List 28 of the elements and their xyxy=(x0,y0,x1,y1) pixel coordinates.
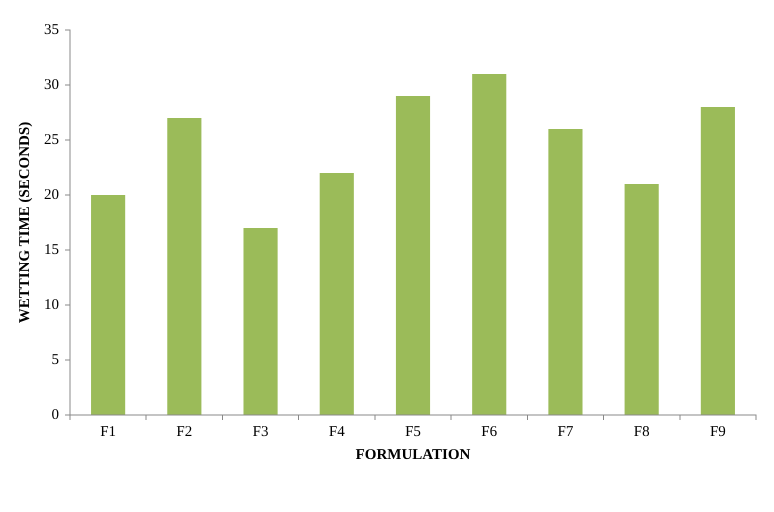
x-tick-label: F7 xyxy=(558,424,574,440)
y-tick-label: 35 xyxy=(44,22,59,38)
x-tick-label: F5 xyxy=(405,424,421,440)
y-tick-label: 5 xyxy=(52,352,59,368)
x-tick-label: F2 xyxy=(176,424,192,440)
y-tick-label: 15 xyxy=(44,242,59,258)
bar xyxy=(472,74,506,414)
bar xyxy=(624,184,659,414)
y-tick-label: 25 xyxy=(44,132,59,148)
y-tick-label: 10 xyxy=(44,296,59,313)
x-tick-label: F4 xyxy=(328,424,346,440)
bar xyxy=(396,96,430,414)
x-tick-label: F1 xyxy=(100,424,116,440)
y-tick-label: 0 xyxy=(52,406,59,423)
bar xyxy=(548,129,583,414)
x-tick-label: F3 xyxy=(252,424,268,440)
bar xyxy=(243,228,278,414)
y-axis-title: WETTING TIME (SECONDS) xyxy=(16,122,33,324)
y-tick-label: 30 xyxy=(44,76,59,93)
x-tick-label: F8 xyxy=(634,424,650,440)
x-tick-label: F9 xyxy=(710,424,726,440)
bar xyxy=(320,173,354,414)
bar xyxy=(700,107,735,414)
bar xyxy=(167,118,202,414)
bar xyxy=(91,195,126,414)
x-tick-label: F6 xyxy=(481,424,498,440)
x-axis-title: FORMULATION xyxy=(356,446,471,463)
y-tick-label: 20 xyxy=(44,186,59,203)
